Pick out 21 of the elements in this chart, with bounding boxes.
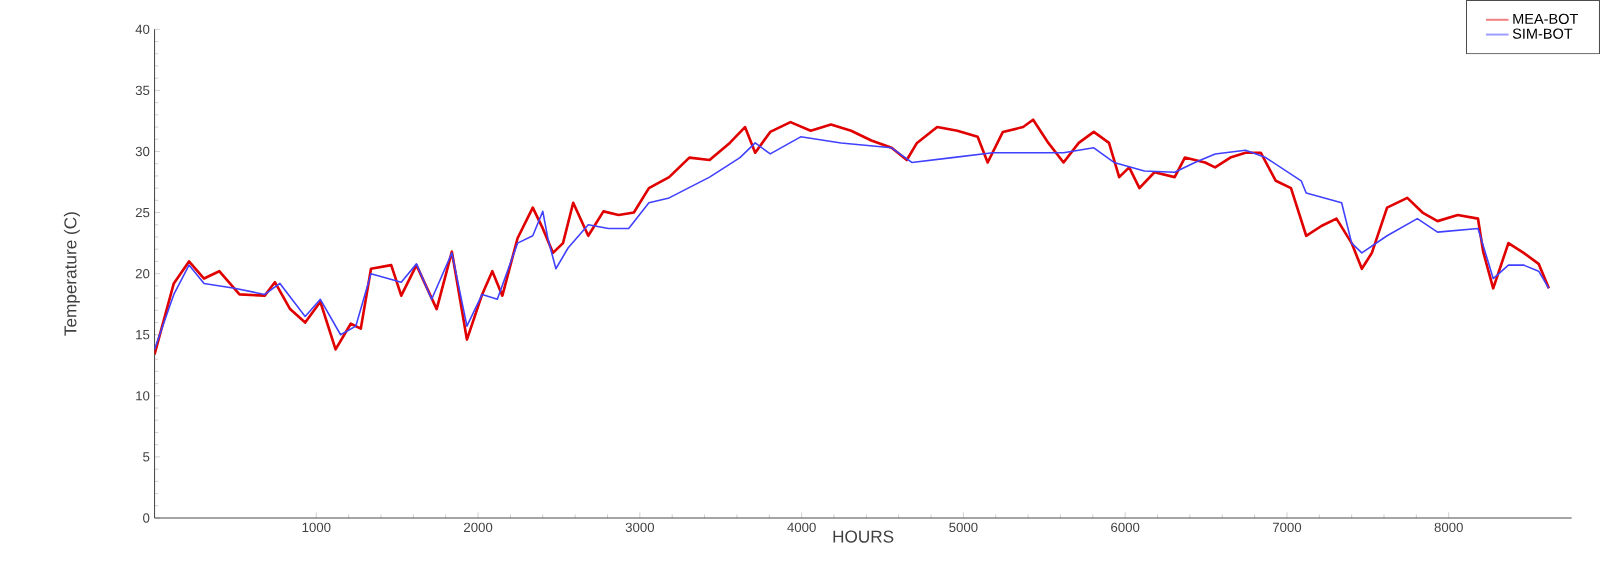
y-tick-label: 35 bbox=[135, 85, 150, 96]
y-axis-title: Temperature (C) bbox=[63, 212, 80, 336]
x-axis-title: HOURS bbox=[833, 530, 894, 543]
x-tick-label: 8000 bbox=[1434, 522, 1463, 533]
x-tick-label: 5000 bbox=[949, 522, 978, 533]
y-tick-label: 5 bbox=[143, 452, 150, 462]
legend-label: SIM-BOT bbox=[1512, 28, 1573, 40]
x-tick-label: 1000 bbox=[302, 522, 331, 533]
y-tick-label: 25 bbox=[135, 208, 150, 218]
y-tick-label: 15 bbox=[136, 330, 150, 340]
legend-label: MEA-BOT bbox=[1513, 13, 1579, 25]
x-tick-label: 6000 bbox=[1111, 522, 1140, 533]
x-tick-label: 4000 bbox=[787, 522, 816, 533]
y-tick-label: 0 bbox=[143, 513, 150, 523]
x-tick-label: 7000 bbox=[1272, 522, 1302, 533]
y-tick-label: 30 bbox=[135, 147, 150, 157]
y-tick-label: 10 bbox=[136, 391, 150, 401]
y-tick-label: 20 bbox=[135, 269, 150, 279]
y-tick-label: 40 bbox=[135, 24, 150, 35]
x-tick-label: 2000 bbox=[464, 522, 493, 533]
x-tick-label: 3000 bbox=[625, 522, 655, 533]
